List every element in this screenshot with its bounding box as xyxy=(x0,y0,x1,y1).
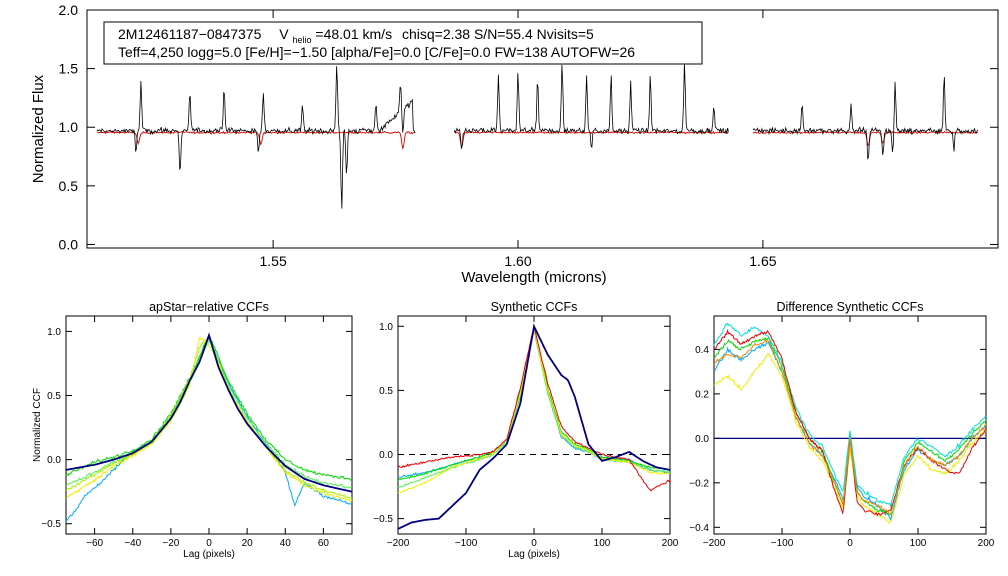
apstar-ccf-xtick-label: 60 xyxy=(318,538,330,549)
synthetic-ccf-line-visit-2 xyxy=(397,326,671,481)
spectrum-xtick-label: 1.65 xyxy=(749,253,776,269)
spectrum-observed-line-chip-1 xyxy=(96,66,416,209)
apstar-ccf-xtick-label: −60 xyxy=(86,538,103,549)
spectrum-model-line-chip-1 xyxy=(96,130,416,150)
synthetic-ccf-ytick-label: −0.5 xyxy=(373,514,393,525)
synthetic-ccf-line-visit-5 xyxy=(397,326,671,492)
synthetic-ccf-line-combined xyxy=(397,323,671,530)
apstar-ccf-xtick-label: 40 xyxy=(280,538,292,549)
spectrum-ytick-label: 0.0 xyxy=(59,236,79,252)
apstar-ccf-title: apStar−relative CCFs xyxy=(149,300,269,314)
synthetic-ccf-xtick-label: 0 xyxy=(531,538,537,549)
difference-ccf-ytick-label: 0.0 xyxy=(695,434,709,445)
apstar-ccf-xtick-label: 20 xyxy=(242,538,254,549)
apstar-ccf-xtick-label: −20 xyxy=(162,538,179,549)
spectrum-ytick-label: 0.5 xyxy=(59,178,79,194)
synthetic-ccf-line-visit-4 xyxy=(397,326,671,494)
difference-ccf-title: Difference Synthetic CCFs xyxy=(776,300,923,314)
spectrum-xtick-label: 1.55 xyxy=(259,253,286,269)
spectrum-panel: 1.55 1.60 1.65 0.0 0.5 1.0 1.5 2.0 Wavelength (… xyxy=(30,2,999,286)
apstar-ccf-xlabel: Lag (pixels) xyxy=(183,549,235,560)
apstar-ccf-line-visit-5 xyxy=(65,336,353,503)
apstar-ccf-ylabel: Normalized CCF xyxy=(32,388,43,462)
difference-ccf-line-visit-2 xyxy=(713,336,987,516)
spectrum-observed-line-chip-3 xyxy=(752,77,979,160)
info-vhelio-subscript: helio xyxy=(293,35,312,45)
synthetic-ccf-axes-frame xyxy=(397,315,671,535)
apstar-ccf-series xyxy=(65,332,353,522)
spectrum-xtick-label: 1.60 xyxy=(504,253,531,269)
apstar-ccf-axes-frame xyxy=(65,315,353,535)
synthetic-ccf-line-visit-3 xyxy=(397,330,671,488)
synthetic-ccf-series xyxy=(397,323,671,530)
difference-ccf-xtick-label: −100 xyxy=(771,538,794,549)
info-box: 2M12461187−0847375 V helio =48.01 km/s c… xyxy=(103,21,703,65)
apstar-ccf-xtick-label: −40 xyxy=(124,538,141,549)
difference-ccf-xtick-label: 0 xyxy=(847,538,853,549)
apstar-ccf-line-visit-4 xyxy=(65,336,353,499)
spectrum-model-line-chip-2 xyxy=(454,130,729,148)
info-vhelio-value: =48.01 km/s xyxy=(315,26,392,42)
info-line-2: Teff=4,250 logg=5.0 [Fe/H]=−1.50 [alpha/… xyxy=(118,44,635,60)
apstar-ccf-panel: −60 −40 −20 0 20 40 60 −0.5 0.0 0.5 1.0 apStar−rel… xyxy=(32,300,353,560)
apstar-ccf-line-visit-2 xyxy=(65,333,353,481)
synthetic-ccf-xtick-label: −200 xyxy=(387,538,410,549)
spectrum-observed-series xyxy=(96,61,979,209)
synthetic-ccf-xtick-label: 100 xyxy=(594,538,611,549)
synthetic-ccf-xtick-label: 200 xyxy=(662,538,679,549)
difference-ccf-line-visit-4 xyxy=(713,352,987,525)
difference-ccf-axes-frame xyxy=(713,315,987,535)
apstar-ccf-xtick-label: 0 xyxy=(206,538,212,549)
synthetic-ccf-ticks: −200 −100 0 100 200 −0.5 0.0 0.5 1.0 xyxy=(373,316,679,549)
spectrum-model-series xyxy=(96,130,979,150)
apstar-ccf-line-combined xyxy=(65,332,353,493)
apstar-ccf-ytick-label: 0.0 xyxy=(47,455,61,466)
spectrum-ylabel: Normalized Flux xyxy=(30,74,47,183)
difference-ccf-line-visit-3 xyxy=(713,322,987,509)
spectrum-ytick-label: 1.5 xyxy=(59,61,79,77)
difference-ccf-ytick-label: 0.4 xyxy=(695,345,709,356)
difference-ccf-series xyxy=(713,322,987,525)
apstar-ccf-ytick-label: −0.5 xyxy=(41,519,61,530)
synthetic-ccf-title: Synthetic CCFs xyxy=(491,300,578,314)
info-stats: chisq=2.38 S/N=55.4 Nvisits=5 xyxy=(402,26,594,42)
difference-ccf-xtick-label: 200 xyxy=(978,538,995,549)
spectrum-axes-frame xyxy=(86,9,999,249)
synthetic-ccf-xtick-label: −100 xyxy=(455,538,478,549)
synthetic-ccf-panel: −200 −100 0 100 200 −0.5 0.0 0.5 1.0 Synthetic C… xyxy=(373,300,679,560)
spectrum-ticks: 1.55 1.60 1.65 0.0 0.5 1.0 1.5 2.0 xyxy=(59,2,998,269)
synthetic-ccf-ytick-label: 0.0 xyxy=(379,450,393,461)
difference-ccf-ytick-label: −0.4 xyxy=(689,523,709,534)
info-star-id: 2M12461187−0847375 xyxy=(118,26,262,42)
info-line-1: 2M12461187−0847375 V helio =48.01 km/s c… xyxy=(118,26,594,46)
info-box-frame xyxy=(103,21,703,65)
difference-ccf-panel: −200 −100 0 100 200 −0.4 −0.2 0.0 0.2 0.4 Differe… xyxy=(689,300,995,549)
apstar-ccf-line-visit-1 xyxy=(65,339,353,522)
difference-ccf-xtick-label: 100 xyxy=(910,538,927,549)
difference-ccf-xtick-label: −200 xyxy=(703,538,726,549)
difference-ccf-line-visit-5 xyxy=(713,328,987,517)
difference-ccf-ticks: −200 −100 0 100 200 −0.4 −0.2 0.0 0.2 0.4 xyxy=(689,316,995,549)
spectrum-observed-line-chip-2 xyxy=(453,61,729,149)
apstar-ccf-ytick-label: 1.0 xyxy=(47,327,61,338)
spectrum-xlabel: Wavelength (microns) xyxy=(461,269,606,286)
synthetic-ccf-xlabel: Lag (pixels) xyxy=(508,549,560,560)
apstar-ccf-line-visit-3 xyxy=(65,340,353,489)
spectrum-model-line-chip-3 xyxy=(752,130,979,146)
spectrum-ytick-label: 2.0 xyxy=(59,2,79,18)
synthetic-ccf-ytick-label: 0.5 xyxy=(379,386,393,397)
info-vhelio-label: V xyxy=(279,26,289,42)
difference-ccf-ytick-label: −0.2 xyxy=(689,478,709,489)
spectrum-ytick-label: 1.0 xyxy=(59,119,79,135)
difference-ccf-ytick-label: 0.2 xyxy=(695,389,709,400)
apstar-ccf-ytick-label: 0.5 xyxy=(47,391,61,402)
apstar-ccf-ticks: −60 −40 −20 0 20 40 60 −0.5 0.0 0.5 1.0 xyxy=(41,316,352,549)
difference-ccf-line-visit-6 xyxy=(713,339,987,515)
synthetic-ccf-ytick-label: 1.0 xyxy=(379,322,393,333)
